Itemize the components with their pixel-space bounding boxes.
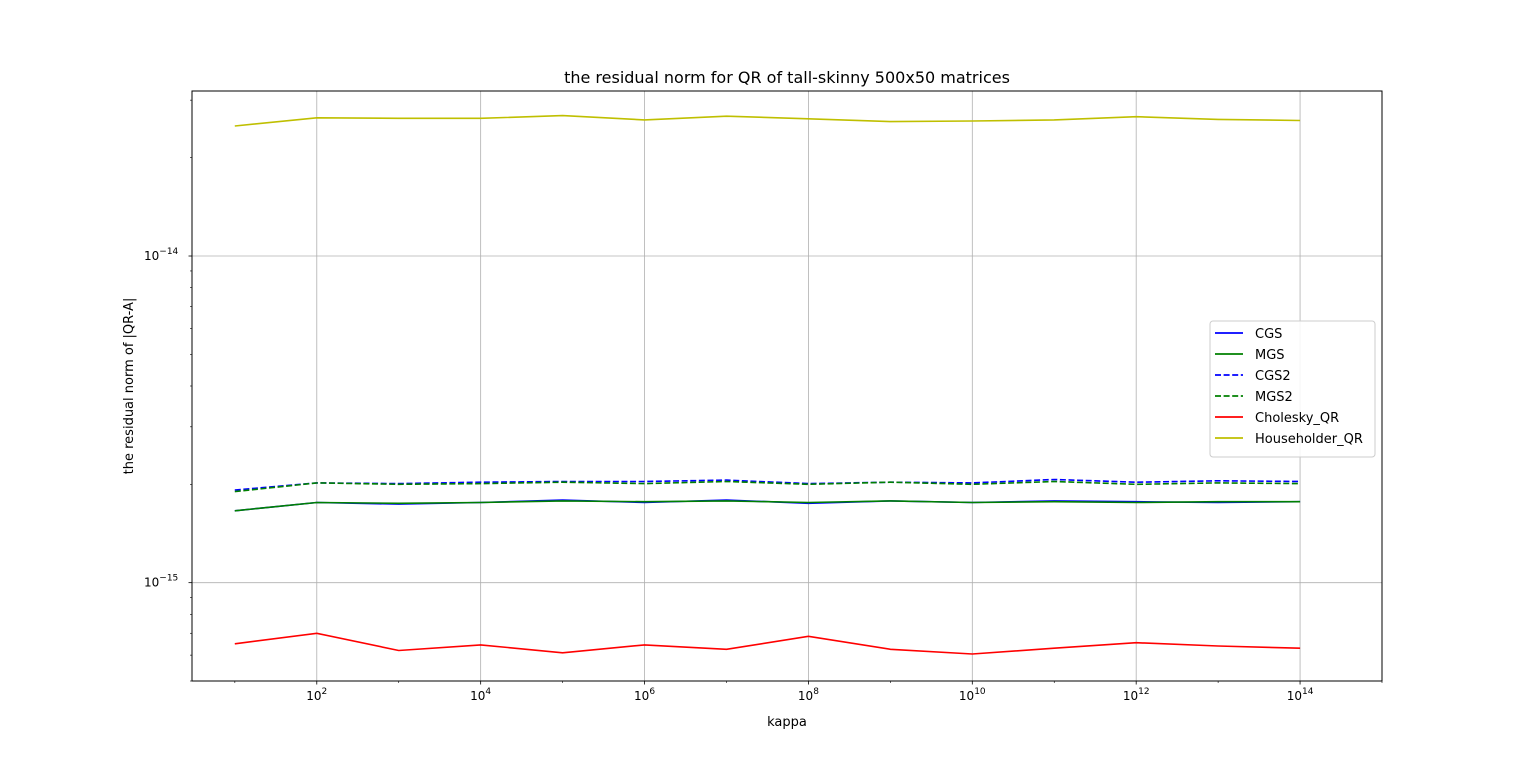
x-axis-title: kappa — [767, 715, 807, 730]
grid-lines — [192, 91, 1382, 681]
axis-ticks: 102 104 106 108 1010 1012 1014 10−14 10−15 — [144, 99, 1383, 703]
legend-label: MGS2 — [1255, 390, 1293, 405]
chart-title: the residual norm for QR of tall-skinny … — [564, 68, 1010, 87]
series-line-cgs2 — [234, 478, 1301, 491]
legend-label: CGS — [1255, 327, 1282, 342]
legend-label: Cholesky_QR — [1255, 411, 1339, 426]
legend: CGS MGS CGS2 MGS2 Cholesky_QR Householder_QR — [1209, 320, 1376, 458]
plot-frame — [191, 90, 1383, 682]
x-tick-label: 106 — [634, 687, 655, 703]
series-line-cholesky-qr — [234, 632, 1301, 655]
series-line-householder-qr — [234, 114, 1301, 127]
x-tick-label: 104 — [470, 687, 491, 703]
legend-label: MGS — [1255, 348, 1285, 363]
y-tick-label: 10−14 — [144, 247, 179, 263]
x-tick-label: 102 — [306, 687, 327, 703]
x-tick-label: 108 — [798, 687, 819, 703]
legend-box — [1209, 320, 1376, 458]
legend-label: CGS2 — [1255, 369, 1291, 384]
y-axis-title: the residual norm of |QR-A| — [122, 298, 137, 475]
x-tick-label: 1012 — [1123, 687, 1150, 703]
y-tick-label: 10−15 — [144, 574, 178, 590]
legend-label: Householder_QR — [1255, 432, 1363, 447]
x-tick-label: 1010 — [959, 687, 986, 703]
x-tick-label: 1014 — [1287, 687, 1314, 703]
series-line-mgs2 — [234, 480, 1301, 493]
plot-series — [234, 114, 1301, 655]
series-line-mgs — [234, 500, 1301, 512]
